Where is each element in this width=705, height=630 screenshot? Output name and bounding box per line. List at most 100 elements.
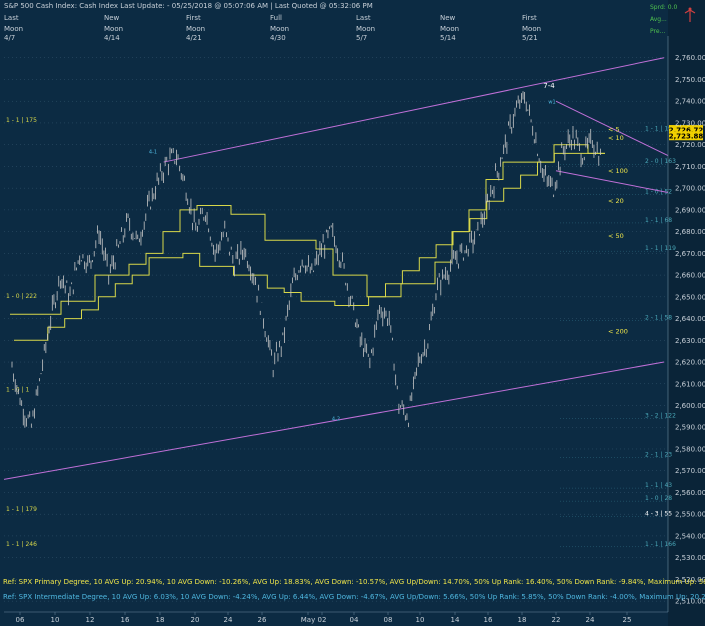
gridlines: [4, 57, 668, 602]
gann-levels: 1 - 1 | 175 1 - 0 | 222 1 - 0 | 1 1 - 1 | 1…: [6, 117, 676, 548]
y-tick-label: 2,570.00: [675, 467, 705, 475]
x-tick-label: 22: [552, 616, 561, 624]
x-tick-label: 12: [86, 616, 95, 624]
y-tick-label: 2,620.00: [675, 359, 705, 367]
moon-phase-label: Last: [4, 14, 19, 22]
header-bar: S&P 500 Cash Index: Cash Index Last Upda…: [4, 2, 696, 42]
y-tick-label: 2,650.00: [675, 293, 705, 301]
gann-level-label: 3 - 2 | 122: [645, 413, 676, 420]
x-tick-label: 10: [51, 616, 60, 624]
x-tick-label: 18: [156, 616, 165, 624]
moon-phase-label: Full: [270, 14, 282, 22]
moon-phase-date: 5/14: [440, 34, 456, 42]
x-tick-label: 16: [121, 616, 130, 624]
header-title: S&P 500 Cash Index: Cash Index Last Upda…: [4, 2, 373, 10]
wave-label: 7-4: [543, 82, 555, 90]
ma-label: < 10: [608, 134, 624, 142]
x-tick-label: 06: [16, 616, 25, 624]
x-tick-label: May: [301, 616, 315, 624]
moon-phase-date: 4/30: [270, 34, 286, 42]
y-tick-label: 2,600.00: [675, 402, 705, 410]
moon-phase-date: 5/7: [356, 34, 367, 42]
y-tick-label: 2,610.00: [675, 380, 705, 388]
moon-phase-date: 4/14: [104, 34, 120, 42]
y-tick-label: 2,590.00: [675, 424, 705, 432]
moon-phase-date: 4/7: [4, 34, 15, 42]
ma-label: < 5: [608, 125, 620, 133]
x-tick-label: 24: [586, 616, 595, 624]
y-tick-label: 2,660.00: [675, 272, 705, 280]
moon-phase-label: New: [104, 14, 120, 22]
gann-level-label: 1 - 1 | 196: [645, 126, 676, 133]
y-tick-label: 2,520.00: [675, 576, 705, 584]
x-tick-label: 10: [416, 616, 425, 624]
gann-level-label: 1 - 0 | 222: [6, 293, 37, 300]
gann-level-label: 1 - 1 | 166: [645, 541, 676, 548]
last-price-label: 2,726.72: [669, 127, 704, 135]
x-tick-label: 08: [384, 616, 393, 624]
y-tick-label: 2,530.00: [675, 554, 705, 562]
y-tick-label: 2,750.00: [675, 76, 705, 84]
y-tick-label: 2,540.00: [675, 532, 705, 540]
x-tick-label: 25: [623, 616, 632, 624]
y-tick-label: 2,740.00: [675, 98, 705, 106]
ma-label: < 50: [608, 232, 624, 240]
gann-level-label: 2 - 1 | 23: [645, 452, 672, 459]
x-axis: 06 10 12 16 18 20 24 26 May 02 04 08 10 14 16 18 22 24 25: [4, 611, 668, 624]
ma-line-2: [14, 152, 605, 341]
wedge-bottom-line: [555, 170, 669, 193]
moon-phase-label: New: [440, 14, 456, 22]
wedge-top-line: [555, 100, 669, 156]
x-tick-label: 26: [258, 616, 267, 624]
last-price-box: [669, 125, 703, 135]
antenna-icon[interactable]: [684, 7, 696, 23]
ma-line-1: [10, 144, 605, 315]
y-tick-label: 2,630.00: [675, 337, 705, 345]
x-tick-label: 20: [191, 616, 200, 624]
gann-level-label: 2 - 0 | 163: [645, 158, 676, 165]
channel-lower-line: [3, 361, 665, 480]
x-tick-label: 04: [350, 616, 359, 624]
y-axis: 2,510.00 2,520.00 2,530.00 2,540.00 2,550.00…: [667, 36, 705, 612]
y-tick-label: 2,580.00: [675, 445, 705, 453]
gann-level-label: 2 - 1 | 58: [645, 315, 672, 322]
ma-label: < 100: [608, 167, 628, 175]
moon-phase-sub: Moon: [186, 25, 205, 33]
last-price-label: 2,723.88: [669, 133, 704, 141]
gann-level-label: 1 - 1 | 68: [645, 217, 672, 224]
wave-label: w1: [548, 99, 555, 105]
y-tick-label: 2,670.00: [675, 250, 705, 258]
gann-level-label: 1 - 1 | 175: [6, 117, 37, 124]
gann-level-label: 1 - 1 | 119: [645, 245, 676, 252]
x-tick-label: 16: [484, 616, 493, 624]
x-tick-label: 14: [451, 616, 460, 624]
spread-label: Sprd: 0.0: [650, 4, 677, 11]
y-tick-label: 2,720.00: [675, 141, 705, 149]
moon-phase-sub: Moon: [104, 25, 123, 33]
gann-level-label: 1 - 1 | 43: [645, 482, 672, 489]
channel-lines: [3, 57, 669, 480]
gann-level-label: 1 - 0 | 52: [645, 189, 672, 196]
footer-stats: Ref: SPX Primary Degree, 10 AVG Up: 20.9…: [3, 578, 705, 601]
gann-level-label: 4 - 3 | 55: [645, 510, 672, 517]
y-tick-label: 2,550.00: [675, 511, 705, 519]
channel-upper-line: [163, 57, 665, 163]
y-tick-label: 2,680.00: [675, 228, 705, 236]
x-tick-label: 18: [518, 616, 527, 624]
footer-primary-degree: Ref: SPX Primary Degree, 10 AVG Up: 20.9…: [3, 578, 705, 586]
price-series: [11, 91, 601, 428]
moon-phase-label: Last: [356, 14, 371, 22]
gann-level-label: 1 - 0 | 28: [645, 495, 672, 502]
y-tick-label: 2,510.00: [675, 598, 705, 606]
avg-label: Avg...: [650, 16, 667, 23]
y-tick-label: 2,760.00: [675, 54, 705, 62]
gann-level-label: 1 - 1 | 179: [6, 506, 37, 513]
y-tick-label: 2,700.00: [675, 185, 705, 193]
annotations: 7-4 w1 4-1 4-2 < 5< 10 < 100 < 20 < 50 < 200 2,72…: [149, 82, 703, 423]
gann-level-label: 1 - 0 | 1: [6, 386, 29, 393]
x-tick-label: 02: [318, 616, 327, 624]
moon-phase-sub: Moon: [270, 25, 289, 33]
moon-phase-sub: Moon: [356, 25, 375, 33]
